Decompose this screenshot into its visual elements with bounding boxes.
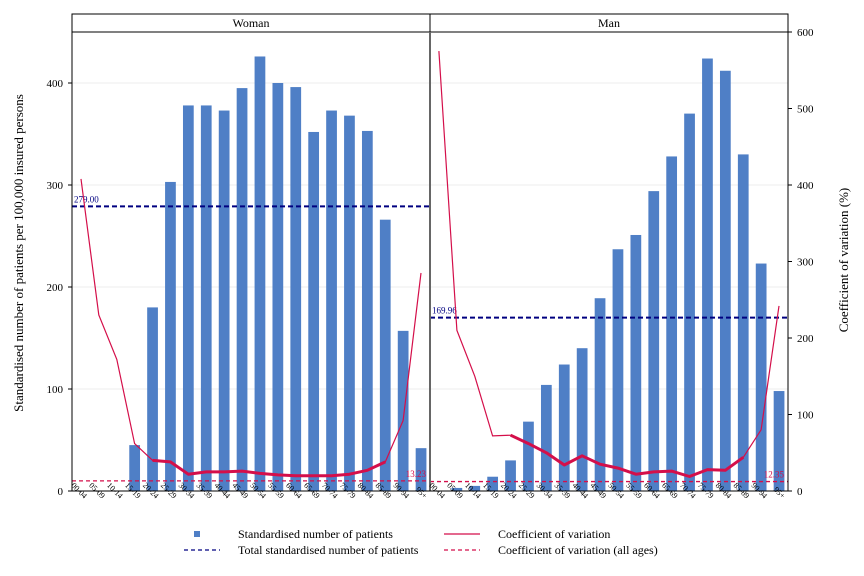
legend-label: Standardised number of patients	[238, 527, 393, 541]
bar	[165, 181, 176, 491]
cv-line-thick	[152, 458, 386, 478]
y-tick-right-label: 400	[797, 180, 814, 192]
bar	[576, 348, 588, 491]
bar	[737, 154, 749, 491]
y-tick-right-label: 600	[797, 27, 814, 39]
bar	[773, 391, 785, 491]
bar	[666, 156, 678, 491]
bar	[200, 105, 212, 491]
bar	[612, 249, 624, 491]
bar	[415, 448, 427, 491]
bar	[326, 110, 337, 491]
y-tick-right-label: 300	[797, 257, 814, 269]
panel-title: Man	[598, 16, 620, 30]
y-axis-left-label: Standardised number of patients per 100,…	[11, 94, 26, 412]
bar	[182, 105, 194, 491]
bar	[361, 130, 373, 491]
bar	[684, 113, 695, 491]
bar	[719, 70, 731, 491]
bar	[308, 131, 320, 491]
bar	[272, 83, 284, 491]
y-tick-right-label: 0	[797, 486, 803, 498]
bar	[558, 364, 570, 491]
bar	[469, 485, 481, 491]
bar	[129, 445, 141, 491]
bar	[630, 234, 642, 492]
bar	[523, 421, 534, 491]
bar	[147, 307, 158, 491]
legend-label: Total standardised number of patients	[238, 543, 419, 557]
bar	[505, 460, 516, 491]
y-tick-right-label: 100	[797, 410, 814, 422]
y-tick-left-label: 100	[47, 384, 64, 396]
bar	[254, 56, 266, 491]
frame-layer: Woman Man	[71, 13, 789, 492]
y-tick-left-label: 300	[47, 180, 64, 192]
y-tick-left-label: 200	[47, 282, 64, 294]
bar	[397, 330, 409, 491]
bar	[218, 110, 230, 491]
bar	[648, 191, 660, 491]
y-tick-left-label: 0	[58, 486, 64, 498]
y-axis-right-label: Coefficient of variation (%)	[836, 188, 851, 333]
bar	[344, 115, 355, 491]
bar	[379, 219, 391, 491]
bar	[487, 476, 499, 491]
legend: Standardised number of patients Coefficie…	[184, 527, 658, 557]
bar	[236, 88, 248, 491]
bar	[540, 384, 552, 491]
total-label: 169.96	[432, 306, 457, 316]
bar	[702, 58, 713, 492]
bar	[755, 263, 767, 491]
legend-label: Coefficient of variation	[498, 527, 610, 541]
cv-all-ages-label: 13.23	[406, 469, 427, 479]
legend-marker-bars	[194, 531, 200, 537]
y-tick-right-label: 500	[797, 104, 814, 116]
panel-title: Woman	[232, 16, 269, 30]
lines-layer: 13.23 279.00 12.35 169.96	[72, 51, 788, 483]
cv-line-thick	[509, 433, 745, 478]
y-tick-right-label: 200	[797, 333, 814, 345]
bar	[451, 487, 463, 491]
bar	[594, 298, 606, 491]
legend-label: Coefficient of variation (all ages)	[498, 543, 658, 557]
y-tick-left-label: 400	[47, 78, 64, 90]
bars-layer	[129, 56, 785, 492]
cv-all-ages-label: 12.35	[764, 470, 785, 480]
bar	[290, 87, 302, 491]
total-label: 279.00	[74, 194, 99, 204]
